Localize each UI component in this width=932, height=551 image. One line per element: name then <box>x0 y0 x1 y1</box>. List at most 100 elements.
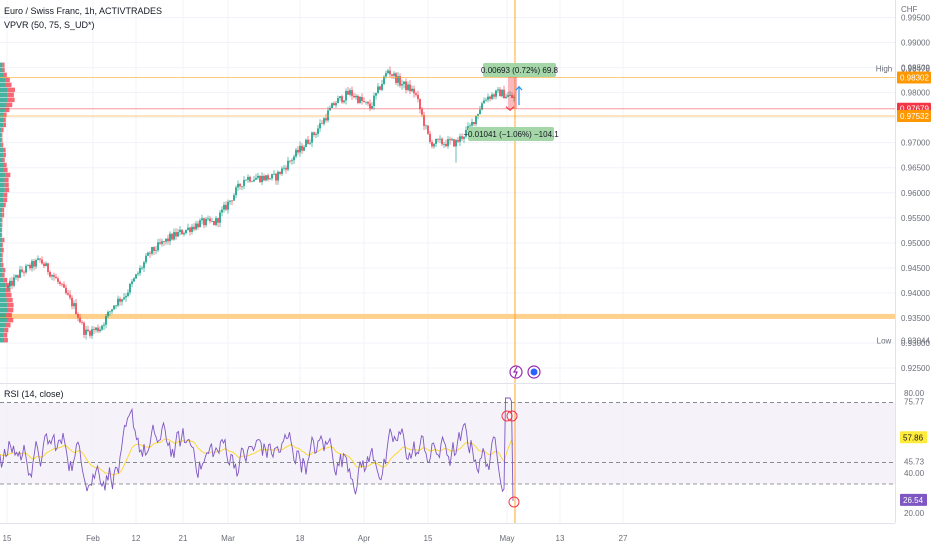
candle-body <box>239 183 241 187</box>
candle-body <box>87 329 89 332</box>
candle-body <box>451 139 453 141</box>
symbol-title[interactable]: Euro / Swiss Franc, 1h, ACTIVTRADES <box>4 6 163 16</box>
price-chart[interactable]: 0.00693 (0.72%) 69.8 −0.01041 (−1.06%) −… <box>0 0 895 383</box>
vpvr-bar-down <box>6 102 13 108</box>
candle-body <box>163 241 165 242</box>
candle-body <box>251 181 253 183</box>
time-tick: 15 <box>424 534 433 543</box>
candle-body <box>375 92 377 96</box>
candle-body <box>123 297 125 300</box>
vpvr-bar-down <box>3 167 8 173</box>
main-chart-pane[interactable]: 0.00693 (0.72%) 69.8 −0.01041 (−1.06%) −… <box>0 0 895 383</box>
candle-body <box>97 327 99 332</box>
vpvr-bar-up <box>0 282 6 288</box>
candle-body <box>249 176 251 182</box>
time-scale[interactable]: 15 Feb 12 21 Mar 18 Apr 15 May 13 27 <box>0 524 895 551</box>
candle-body <box>465 129 467 137</box>
vpvr-bar-up <box>0 332 4 338</box>
vpvr-bar-up <box>0 137 2 143</box>
candle-body <box>109 311 111 313</box>
candle-body <box>415 93 417 95</box>
candle-body <box>153 247 155 251</box>
candle-body <box>353 95 355 98</box>
candle-body <box>207 218 209 220</box>
vpvr-bar-up <box>0 147 3 153</box>
candle-body <box>363 101 365 102</box>
candle-body <box>327 110 329 121</box>
candle-body <box>127 292 129 296</box>
candle-body <box>503 89 505 99</box>
vpvr-bar-down <box>5 282 10 288</box>
candle-body <box>269 178 271 180</box>
vpvr-bar-down <box>5 77 10 83</box>
candle-body <box>159 242 161 244</box>
rsi-legend[interactable]: RSI (14, close) <box>4 389 64 399</box>
vpvr-bar-down <box>3 112 7 118</box>
grid <box>0 0 895 383</box>
vpvr-bar-up <box>0 132 2 138</box>
time-axis[interactable]: 15 Feb 12 21 Mar 18 Apr 15 May 13 27 <box>0 523 895 551</box>
candle-body <box>389 70 391 75</box>
vpvr-bar-up <box>0 192 4 198</box>
price-scale[interactable]: CHF0.995000.990000.985000.980000.975000.… <box>896 0 932 523</box>
vpvr-bar-up <box>0 162 4 168</box>
candle-body <box>371 106 373 109</box>
vpvr-bar-up <box>0 227 2 233</box>
measure-box <box>508 68 517 109</box>
candle-body <box>281 168 283 174</box>
vpvr-bar-up <box>0 102 7 108</box>
vpvr-bar-down <box>1 242 3 248</box>
vpvr-bar-down <box>4 177 9 183</box>
vpvr-bar-up <box>0 297 7 303</box>
candle-body <box>339 96 341 99</box>
vpvr-bar-down <box>1 257 3 263</box>
candle-body <box>395 73 397 83</box>
rsi-badge-text: 26.54 <box>903 496 924 505</box>
price-axis[interactable]: CHF0.995000.990000.985000.980000.975000.… <box>895 0 932 523</box>
candle-body <box>467 126 469 130</box>
price-tick: 0.95500 <box>901 214 930 223</box>
candle-body <box>111 309 113 312</box>
lower-measure-label: −0.01041 (−1.06%) −104.1 <box>463 127 559 141</box>
vpvr-bar-up <box>0 247 2 253</box>
vpvr-bar-down <box>1 247 4 253</box>
price-tick: 0.93500 <box>901 314 930 323</box>
candle-body <box>25 265 27 273</box>
time-tick: 18 <box>296 534 305 543</box>
candle-body <box>157 242 159 251</box>
candle-body <box>443 143 445 145</box>
candle-body <box>177 232 179 237</box>
vpvr-bar-up <box>0 307 7 313</box>
candle-body <box>379 86 381 90</box>
candle-body <box>31 261 33 269</box>
candle-body <box>213 220 215 225</box>
vpvr-bar-down <box>6 82 12 88</box>
candle-body <box>139 268 141 274</box>
candle-body <box>121 299 123 302</box>
vpvr-bar-up <box>0 327 5 333</box>
candle-body <box>133 278 135 282</box>
candle-body <box>275 173 277 181</box>
measure-tool[interactable] <box>505 68 523 111</box>
candle-body <box>297 149 299 153</box>
vpvr-bar-down <box>7 87 15 93</box>
vpvr-legend[interactable]: VPVR (50, 75, S_UD*) <box>4 20 95 30</box>
candle-body <box>483 100 485 104</box>
vpvr-bar-up <box>0 157 3 163</box>
rsi-band <box>0 402 895 484</box>
candle-body <box>185 229 187 234</box>
lightning-icon[interactable] <box>509 365 523 379</box>
vpvr-bar-down <box>3 117 6 123</box>
vpvr-bar-down <box>6 292 12 298</box>
candle-body <box>69 294 71 298</box>
candle-body <box>387 70 389 74</box>
candle-body <box>429 133 431 142</box>
rsi-pane[interactable]: RSI (14, close) <box>0 383 895 524</box>
candle-body <box>23 271 25 273</box>
candle-body <box>411 88 413 92</box>
candle-body <box>245 179 247 181</box>
candle-body <box>9 280 11 287</box>
vpvr-bar-up <box>0 122 4 128</box>
rsi-chart[interactable] <box>0 384 895 524</box>
event-dot-icon[interactable] <box>527 365 541 379</box>
